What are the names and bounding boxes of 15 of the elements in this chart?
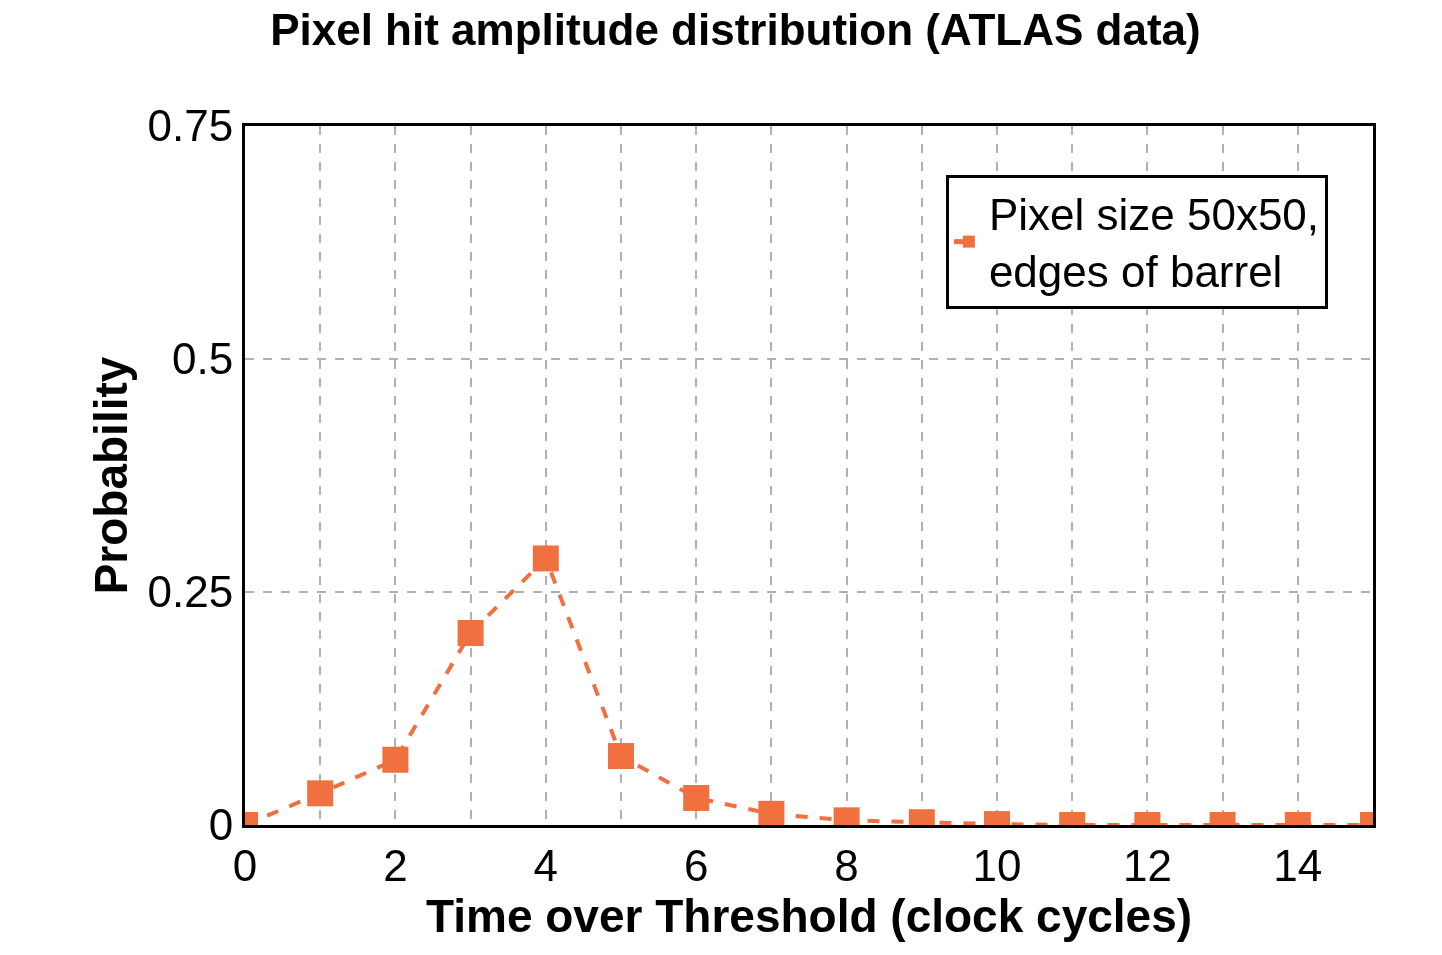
y-axis-title: Probability <box>84 356 137 595</box>
chart-title: Pixel hit amplitude distribution (ATLAS data) <box>270 5 1201 55</box>
x-tick-label: 4 <box>533 840 559 890</box>
y-tick-label: 0.25 <box>147 567 234 617</box>
x-tick-label: 2 <box>383 840 408 890</box>
x-tick-label: 6 <box>683 840 709 890</box>
legend-label: Pixel size 50x50, edges of barrel <box>988 190 1320 297</box>
x-tick-label: 12 <box>1122 840 1172 890</box>
y-tick-label: 0 <box>208 800 234 850</box>
x-tick-label: 14 <box>1273 840 1323 890</box>
x-axis-title: Time over Threshold (clock cycles) <box>425 889 1193 942</box>
y-tick-label: 0.75 <box>147 101 234 151</box>
x-tick-label: 10 <box>972 840 1022 890</box>
x-tick-label: 8 <box>834 840 859 890</box>
y-tick-label: 0.5 <box>172 334 234 384</box>
